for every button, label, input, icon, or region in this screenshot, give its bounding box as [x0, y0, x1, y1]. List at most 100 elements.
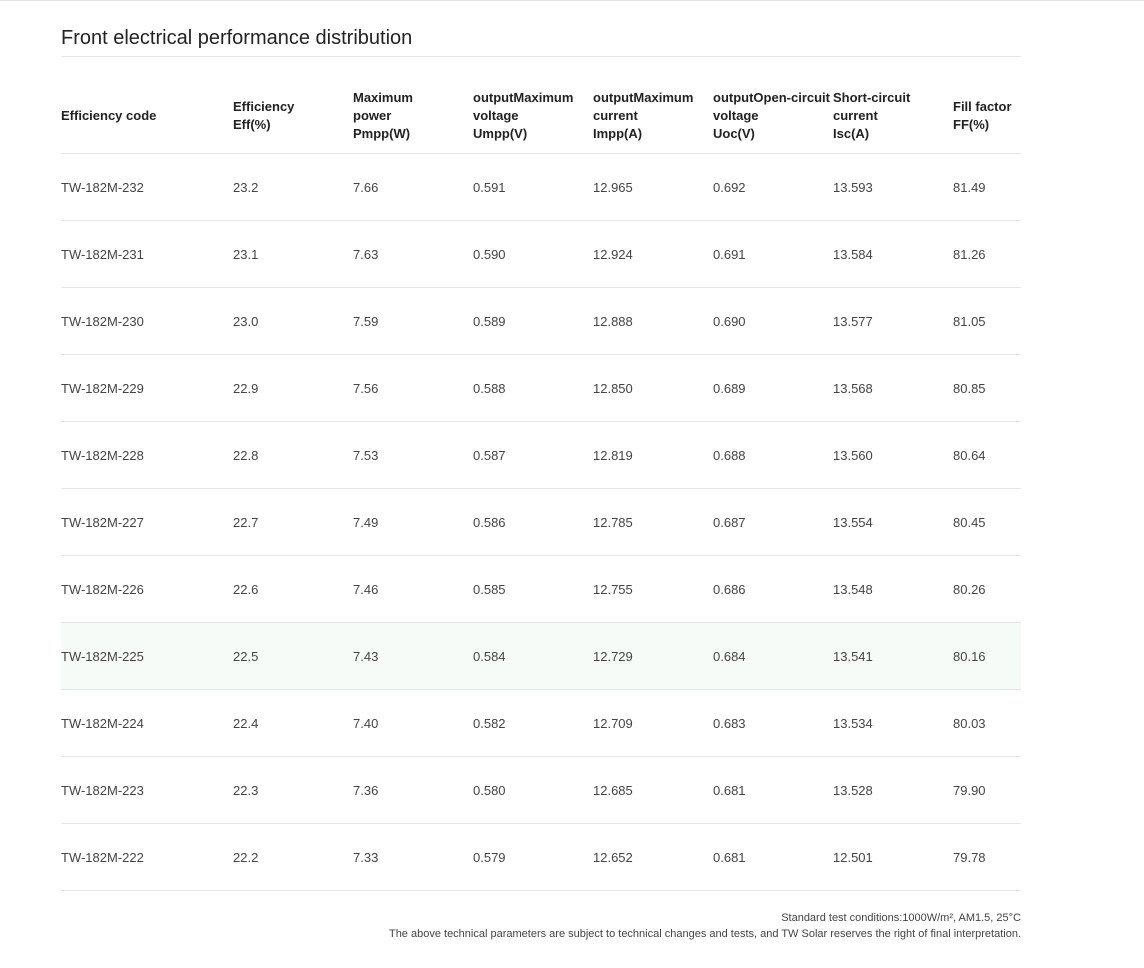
table-cell: 12.729: [593, 622, 713, 690]
table-cell: 0.579: [473, 823, 593, 891]
table-cell: 7.36: [353, 756, 473, 824]
table-cell: 23.1: [233, 220, 353, 288]
table-cell: 12.755: [593, 555, 713, 623]
column-header: Efficiency code: [61, 87, 233, 154]
table-cell: 13.560: [833, 421, 953, 489]
table-row: TW-182M-222 22.2 7.33 0.579 12.652 0.681 12.50…: [61, 823, 1021, 891]
table-cell: 23.0: [233, 287, 353, 355]
table-cell: 12.888: [593, 287, 713, 355]
column-header-line: voltage: [713, 108, 759, 123]
table-cell: 7.59: [353, 287, 473, 355]
performance-section: Front electrical performance distributio…: [61, 0, 1021, 942]
column-header-line: current: [593, 108, 638, 123]
table-cell: 0.683: [713, 689, 833, 757]
table-cell: 0.681: [713, 756, 833, 824]
table-cell: 12.785: [593, 488, 713, 556]
column-header-line: power: [353, 108, 392, 123]
footnote-disclaimer: The above technical parameters are subje…: [388, 928, 1021, 940]
table-row: TW-182M-227 22.7 7.49 0.586 12.785 0.687 13.55…: [61, 488, 1021, 556]
column-header-line: current: [833, 108, 878, 123]
column-header: outputMaximum current Impp(A): [593, 87, 713, 154]
table-cell: 23.2: [233, 153, 353, 221]
table-cell: 0.584: [473, 622, 593, 690]
column-header-line: Umpp(V): [473, 126, 528, 141]
table-body: TW-182M-232 23.2 7.66 0.591 12.965 0.692 13.59…: [61, 153, 1021, 891]
table-cell: 0.589: [473, 287, 593, 355]
table-cell: 80.45: [953, 488, 1021, 556]
top-divider: [0, 0, 1144, 1]
table-cell: 22.8: [233, 421, 353, 489]
table-cell: 13.528: [833, 756, 953, 824]
table-cell: TW-182M-230: [61, 287, 233, 355]
table-cell: 0.681: [713, 823, 833, 891]
table-cell: 13.548: [833, 555, 953, 623]
table-cell: TW-182M-222: [61, 823, 233, 891]
table-cell: 0.580: [473, 756, 593, 824]
column-header-line: Isc(A): [833, 126, 870, 141]
table-cell: 0.591: [473, 153, 593, 221]
performance-table: Efficiency code Efficiency Eff(%) Maximum po…: [61, 87, 1021, 891]
table-cell: 7.43: [353, 622, 473, 690]
column-header-line: Eff(%): [233, 117, 271, 132]
table-row: TW-182M-226 22.6 7.46 0.585 12.755 0.686 13.54…: [61, 555, 1021, 623]
table-cell: 22.5: [233, 622, 353, 690]
table-cell: 13.568: [833, 354, 953, 422]
table-cell: 12.965: [593, 153, 713, 221]
column-header-line: Impp(A): [593, 126, 643, 141]
column-header-line: Efficiency code: [61, 108, 157, 123]
table-row: TW-182M-223 22.3 7.36 0.580 12.685 0.681 13.52…: [61, 756, 1021, 824]
table-row: TW-182M-229 22.9 7.56 0.588 12.850 0.689 13.56…: [61, 354, 1021, 422]
table-cell: 7.49: [353, 488, 473, 556]
table-header-row: Efficiency code Efficiency Eff(%) Maximum po…: [61, 87, 1021, 154]
column-header-line: outputMaximum: [473, 90, 574, 105]
table-row: TW-182M-224 22.4 7.40 0.582 12.709 0.683 13.53…: [61, 689, 1021, 757]
table-cell: 12.652: [593, 823, 713, 891]
column-header-line: FF(%): [953, 117, 990, 132]
column-header-line: outputOpen-circuit: [713, 90, 830, 105]
table-cell: 79.78: [953, 823, 1021, 891]
column-header-line: Fill factor: [953, 99, 1012, 114]
table-cell: 13.577: [833, 287, 953, 355]
column-header: Fill factor FF(%): [953, 87, 1021, 154]
table-cell: 7.53: [353, 421, 473, 489]
table-cell: 12.850: [593, 354, 713, 422]
column-header: outputMaximum voltage Umpp(V): [473, 87, 593, 154]
section-title: Front electrical performance distributio…: [61, 27, 413, 49]
table-cell: 12.685: [593, 756, 713, 824]
table-cell: 0.585: [473, 555, 593, 623]
table-row: TW-182M-225 22.5 7.43 0.584 12.729 0.684 13.54…: [61, 622, 1021, 690]
table-cell: TW-182M-224: [61, 689, 233, 757]
table-cell: 0.587: [473, 421, 593, 489]
table-cell: 80.26: [953, 555, 1021, 623]
column-header: outputOpen-circuit voltage Uoc(V): [713, 87, 833, 154]
table-cell: 0.582: [473, 689, 593, 757]
table-cell: 22.6: [233, 555, 353, 623]
table-cell: 80.85: [953, 354, 1021, 422]
title-divider: [61, 56, 1021, 57]
table-cell: 0.691: [713, 220, 833, 288]
table-cell: 0.588: [473, 354, 593, 422]
table-cell: 22.9: [233, 354, 353, 422]
column-header-line: Short-circuit: [833, 90, 911, 105]
column-header: Maximum power Pmpp(W): [353, 87, 473, 154]
table-row: TW-182M-228 22.8 7.53 0.587 12.819 0.688 13.56…: [61, 421, 1021, 489]
table-cell: 13.554: [833, 488, 953, 556]
table-cell: 0.590: [473, 220, 593, 288]
table-cell: 7.46: [353, 555, 473, 623]
table-cell: 22.4: [233, 689, 353, 757]
table-cell: 13.534: [833, 689, 953, 757]
table-cell: 80.64: [953, 421, 1021, 489]
table-cell: TW-182M-229: [61, 354, 233, 422]
column-header: Short-circuit current Isc(A): [833, 87, 953, 154]
table-cell: 80.16: [953, 622, 1021, 690]
table-cell: 12.924: [593, 220, 713, 288]
table-cell: 7.56: [353, 354, 473, 422]
table-cell: 79.90: [953, 756, 1021, 824]
table-cell: 81.49: [953, 153, 1021, 221]
table-cell: 0.686: [713, 555, 833, 623]
table-cell: TW-182M-225: [61, 622, 233, 690]
table-cell: 22.2: [233, 823, 353, 891]
table-cell: 7.33: [353, 823, 473, 891]
table-cell: 12.819: [593, 421, 713, 489]
table-row: TW-182M-231 23.1 7.63 0.590 12.924 0.691 13.58…: [61, 220, 1021, 288]
